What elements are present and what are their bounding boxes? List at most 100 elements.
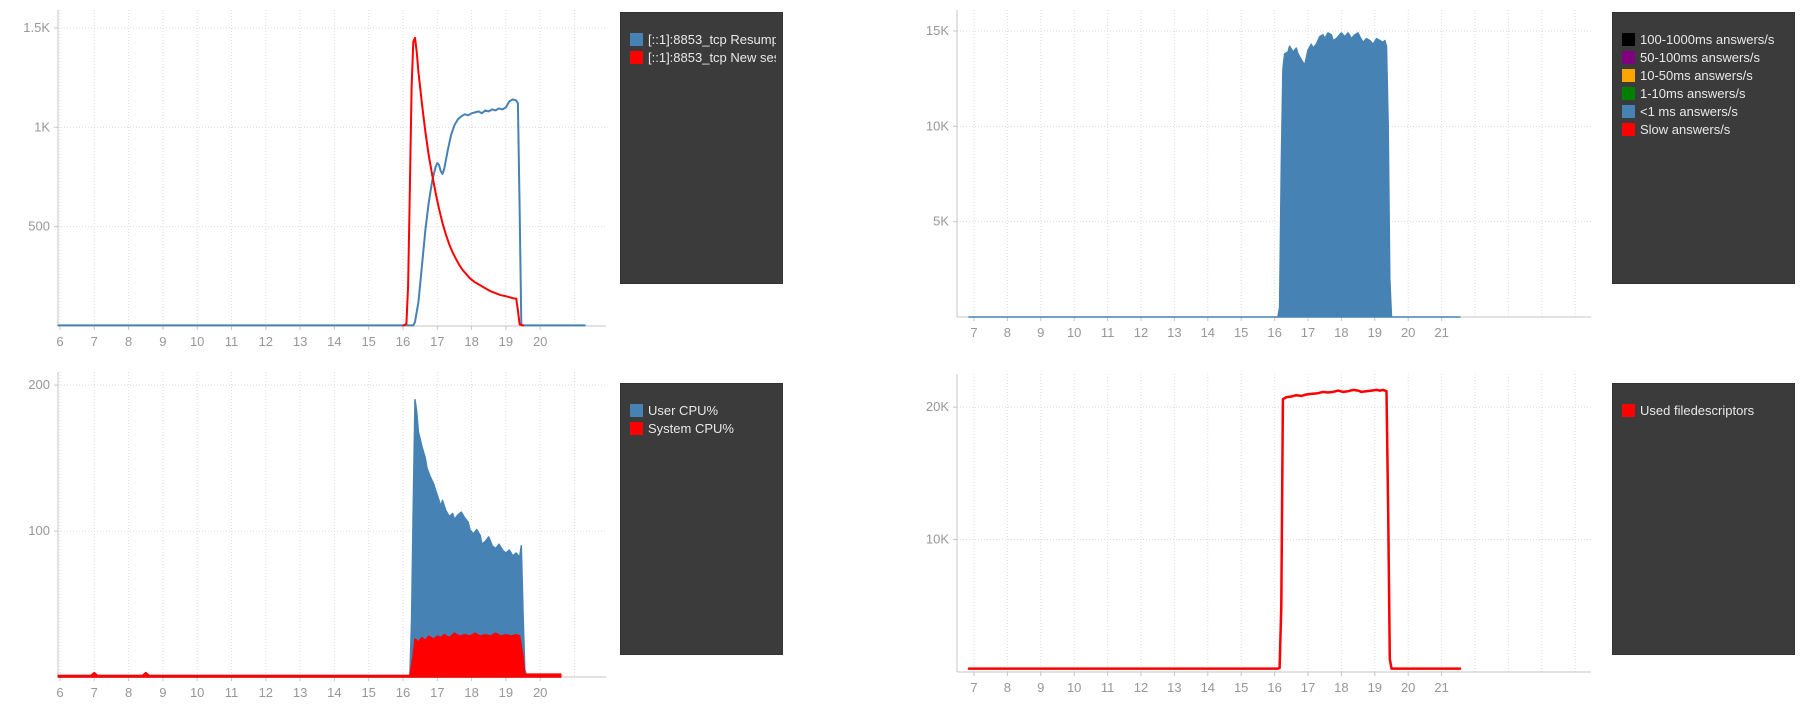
series-system-cpu — [57, 632, 562, 678]
legend-item: User CPU% — [630, 402, 776, 420]
svg-text:6: 6 — [56, 334, 63, 349]
legend-swatch — [1622, 69, 1635, 82]
svg-text:10: 10 — [190, 334, 204, 349]
svg-text:8: 8 — [1004, 680, 1011, 695]
legend-label: [::1]:8853_tcp New sessions/s — [648, 50, 776, 65]
legend-filedescriptors: Used filedescriptors — [1612, 383, 1795, 655]
panel-filedescriptors: 7 8 9 10 11 12 13 14 15 16 17 18 19 20 21 10K 20K Used f… — [907, 360, 1814, 721]
svg-text:12: 12 — [259, 334, 273, 349]
legend-item: Used filedescriptors — [1622, 402, 1788, 420]
legend-swatch — [630, 422, 643, 435]
legend-label: Slow answers/s — [1640, 122, 1731, 137]
svg-text:18: 18 — [1334, 325, 1348, 340]
legend-item: 100-1000ms answers/s — [1622, 31, 1788, 49]
series-answers-sub1ms — [968, 32, 1461, 318]
legend-swatch — [1622, 33, 1635, 46]
svg-text:11: 11 — [225, 685, 239, 700]
legend-label: User CPU% — [648, 403, 719, 418]
svg-text:11: 11 — [1101, 680, 1115, 695]
svg-text:10: 10 — [190, 685, 204, 700]
svg-text:9: 9 — [159, 334, 166, 349]
svg-text:16: 16 — [396, 685, 410, 700]
chart-svg-tcp-sessions[interactable]: 6 7 8 9 10 11 12 13 14 15 16 17 18 19 20 500 1K 1.5K — [0, 8, 610, 360]
chart-svg-cpu[interactable]: 6 7 8 9 10 11 12 13 14 15 16 17 18 19 20 100 200 — [0, 368, 610, 720]
series-resumptions — [57, 98, 586, 327]
legend-label: 10-50ms answers/s — [1640, 68, 1753, 83]
svg-text:21: 21 — [1434, 325, 1448, 340]
svg-text:1.5K: 1.5K — [23, 20, 50, 35]
panel-tcp-sessions: 6 7 8 9 10 11 12 13 14 15 16 17 18 19 20 500 1K 1.5K [::1… — [0, 0, 907, 360]
svg-text:10: 10 — [1067, 680, 1081, 695]
legend-label: System CPU% — [648, 421, 734, 436]
series-new-sessions — [402, 36, 524, 327]
legend-answers: 100-1000ms answers/s 50-100ms answers/s 10… — [1612, 12, 1795, 284]
svg-text:19: 19 — [1368, 680, 1382, 695]
svg-text:1K: 1K — [34, 119, 50, 134]
svg-text:19: 19 — [1368, 325, 1382, 340]
legend-item: 10-50ms answers/s — [1622, 67, 1788, 85]
svg-text:5K: 5K — [933, 214, 949, 229]
svg-text:8: 8 — [125, 334, 132, 349]
svg-text:13: 13 — [293, 685, 307, 700]
series-used-fd — [967, 388, 1462, 670]
svg-text:17: 17 — [1301, 325, 1315, 340]
chart-tcp-sessions[interactable]: 6 7 8 9 10 11 12 13 14 15 16 17 18 19 20 500 1K 1.5K — [0, 8, 610, 360]
svg-text:500: 500 — [28, 219, 50, 234]
svg-text:18: 18 — [464, 334, 478, 349]
panel-cpu: 6 7 8 9 10 11 12 13 14 15 16 17 18 19 20 100 200 User CP… — [0, 360, 907, 721]
legend-item: 1-10ms answers/s — [1622, 85, 1788, 103]
axis-labels: 7 8 9 10 11 12 13 14 15 16 17 18 19 20 21 10K 20K — [926, 399, 1449, 695]
axes — [54, 10, 606, 330]
svg-text:19: 19 — [499, 334, 513, 349]
svg-text:19: 19 — [499, 685, 513, 700]
chart-cpu[interactable]: 6 7 8 9 10 11 12 13 14 15 16 17 18 19 20 100 200 — [0, 368, 610, 720]
legend-item: 50-100ms answers/s — [1622, 49, 1788, 67]
svg-text:14: 14 — [1201, 325, 1215, 340]
svg-text:10K: 10K — [926, 118, 949, 133]
legend-label: 1-10ms answers/s — [1640, 86, 1746, 101]
svg-text:21: 21 — [1434, 680, 1448, 695]
svg-text:20: 20 — [1401, 325, 1415, 340]
legend-item: [::1]:8853_tcp Resumptions/s — [630, 31, 776, 49]
legend-label: Used filedescriptors — [1640, 403, 1755, 418]
gridlines — [58, 372, 606, 677]
svg-text:10: 10 — [1067, 325, 1081, 340]
svg-text:14: 14 — [327, 334, 341, 349]
legend-label: 100-1000ms answers/s — [1640, 32, 1775, 47]
legend-swatch — [630, 404, 643, 417]
svg-text:17: 17 — [430, 685, 444, 700]
svg-text:15: 15 — [361, 334, 375, 349]
legend-item: System CPU% — [630, 420, 776, 438]
svg-text:20: 20 — [533, 685, 547, 700]
legend-tcp-sessions: [::1]:8853_tcp Resumptions/s[::1]:8853_t… — [620, 12, 783, 284]
chart-svg-answers[interactable]: 7 8 9 10 11 12 13 14 15 16 17 18 19 20 21 5K 10K 15K — [907, 8, 1597, 360]
svg-text:13: 13 — [1167, 325, 1181, 340]
svg-text:9: 9 — [159, 685, 166, 700]
panel-answers: 7 8 9 10 11 12 13 14 15 16 17 18 19 20 21 5K 10K 15K 100-… — [907, 0, 1814, 360]
svg-text:12: 12 — [1134, 680, 1148, 695]
gridlines — [58, 10, 606, 326]
svg-text:20: 20 — [533, 334, 547, 349]
chart-svg-filedescriptors[interactable]: 7 8 9 10 11 12 13 14 15 16 17 18 19 20 21 10K 20K — [907, 368, 1597, 716]
svg-text:15: 15 — [361, 685, 375, 700]
legend-swatch — [630, 51, 643, 64]
axes — [953, 374, 1591, 676]
svg-text:7: 7 — [91, 334, 98, 349]
legend-label: 50-100ms answers/s — [1640, 50, 1760, 65]
gridlines — [957, 374, 1591, 672]
svg-text:11: 11 — [1101, 325, 1115, 340]
svg-text:16: 16 — [396, 334, 410, 349]
svg-text:7: 7 — [91, 685, 98, 700]
svg-text:7: 7 — [970, 680, 977, 695]
svg-text:15: 15 — [1234, 325, 1248, 340]
series-user-cpu — [57, 398, 562, 678]
chart-answers[interactable]: 7 8 9 10 11 12 13 14 15 16 17 18 19 20 21 5K 10K 15K — [907, 8, 1597, 360]
chart-filedescriptors[interactable]: 7 8 9 10 11 12 13 14 15 16 17 18 19 20 21 10K 20K — [907, 368, 1597, 716]
svg-text:14: 14 — [327, 685, 341, 700]
legend-item: Slow answers/s — [1622, 121, 1788, 139]
svg-text:100: 100 — [28, 523, 50, 538]
svg-text:9: 9 — [1037, 325, 1044, 340]
svg-text:20K: 20K — [926, 399, 949, 414]
legend-item: <1 ms answers/s — [1622, 103, 1788, 121]
